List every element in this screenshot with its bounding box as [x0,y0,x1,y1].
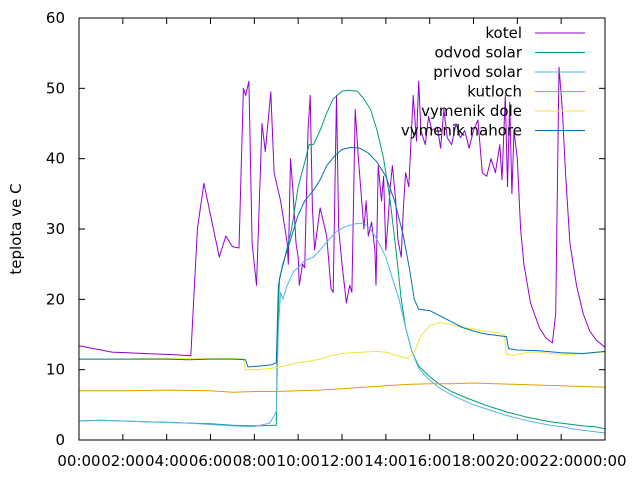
plot-border [78,17,606,441]
series-line-0 [78,66,606,357]
x-tick-label-4: 08:00 [233,452,276,470]
x-tick-label-12: 00:00 [583,452,626,470]
series-lines [78,66,606,434]
legend-label-5: vymenik nahore [401,122,522,140]
legend-label-2: privod solar [433,63,523,81]
legend-label-3: kutloch [467,83,522,101]
x-tick-label-8: 16:00 [408,452,451,470]
x-tick-label-9: 18:00 [452,452,495,470]
x-tick-label-10: 20:00 [496,452,539,470]
series-line-3 [79,382,606,393]
x-tick-label-2: 04:00 [145,452,188,470]
y-tick-label-2: 20 [46,290,65,308]
y-tick-label-6: 60 [46,9,65,27]
series-line-2 [78,222,606,434]
x-tick-label-11: 22:00 [540,452,583,470]
y-tick-label-1: 10 [46,361,65,379]
y-tick-label-5: 50 [46,79,65,97]
series-line-4 [79,322,606,371]
series-line-5 [79,146,606,368]
legend-label-4: vymenik dole [421,102,522,120]
series-line-1 [78,89,606,430]
y-tick-label-4: 40 [46,150,65,168]
x-tick-label-3: 06:00 [189,452,232,470]
axis-ticks: 00:00 02:00 04:00 06:00 08:00 10:00 12:00 14:00… [46,9,627,470]
y-axis-label: teplota ve C [7,183,25,274]
x-tick-label-6: 12:00 [320,452,363,470]
x-tick-label-5: 10:00 [277,452,320,470]
y-tick-label-0: 0 [55,431,65,449]
y-tick-label-3: 30 [46,220,65,238]
legend-label-0: kotel [485,24,522,42]
x-tick-label-0: 00:00 [57,452,100,470]
legend-label-1: odvod solar [434,44,522,62]
x-tick-label-7: 14:00 [364,452,407,470]
x-tick-label-1: 02:00 [101,452,144,470]
